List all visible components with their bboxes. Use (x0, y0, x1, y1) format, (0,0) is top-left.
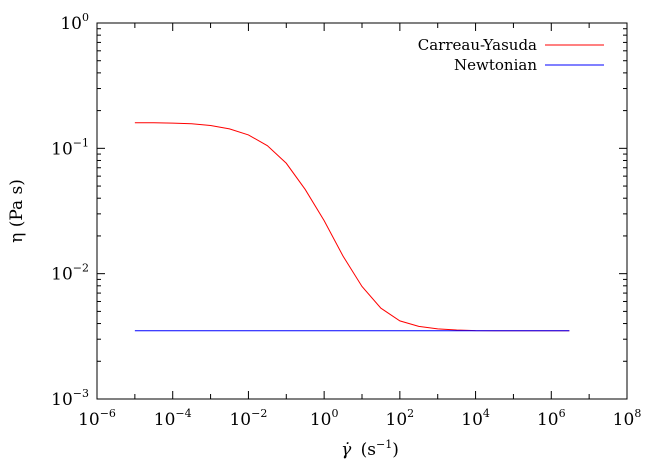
y-tick-label: 100 (60, 11, 89, 34)
x-axis-label: γ̇ (s−1) (341, 438, 399, 460)
x-axis-ticks: 10−6 10−4 10−2 100 102 104 106 108 (78, 23, 641, 430)
x-tick-label: 100 (310, 407, 339, 430)
y-tick-label: 10−3 (51, 387, 89, 410)
legend: Carreau-Yasuda Newtonian (418, 36, 604, 74)
y-tick-label: 10−1 (51, 136, 89, 159)
x-tick-label: 108 (613, 407, 642, 430)
x-tick-label: 104 (461, 407, 490, 430)
x-tick-label: 10−6 (78, 407, 116, 430)
x-tick-label: 102 (386, 407, 415, 430)
series-lines (134, 122, 570, 332)
x-axis-symbol: γ̇ (341, 440, 352, 460)
x-tick-label: 10−2 (229, 407, 267, 430)
y-axis-label: η (Pa s) (7, 179, 27, 243)
x-tick-label: 106 (537, 407, 566, 430)
y-tick-label: 10−2 (51, 262, 89, 285)
x-axis-unit: (s (361, 440, 376, 460)
x-axis-unit-exp: −1 (376, 438, 392, 451)
plot-frame (96, 22, 628, 400)
y-axis-ticks: 10−3 10−2 10−1 100 (51, 11, 627, 410)
x-axis-unit-close: ) (392, 440, 399, 460)
legend-label-carreau-yasuda: Carreau-Yasuda (418, 36, 537, 54)
x-tick-label: 10−4 (154, 407, 192, 430)
series-line-carreau-yasuda (134, 122, 570, 332)
legend-label-newtonian: Newtonian (454, 56, 537, 74)
